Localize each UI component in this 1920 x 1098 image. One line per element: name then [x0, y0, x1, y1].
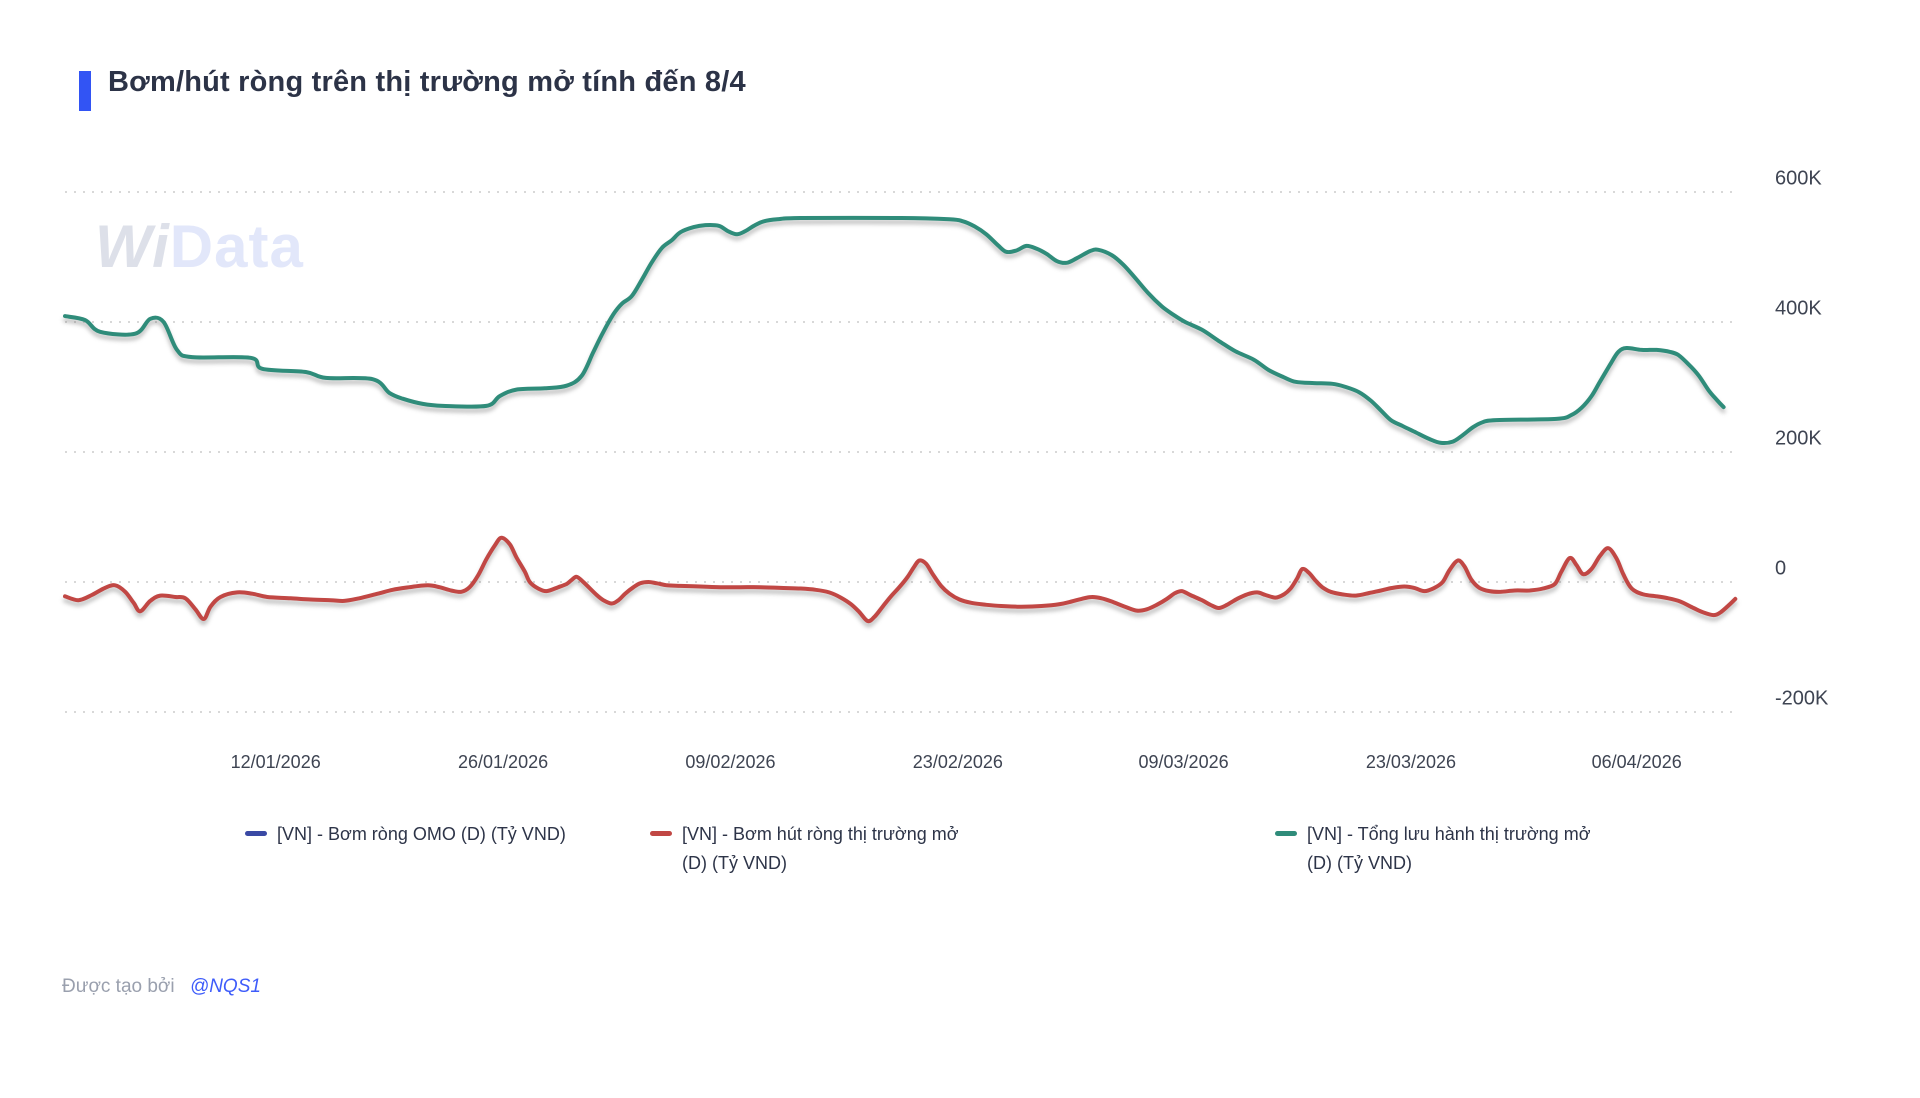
footer-credit: Được tạo bởi @NQS1: [62, 976, 261, 998]
x-tick-label-26/01/2026: 26/01/2026: [458, 752, 549, 772]
x-tick-label-12/01/2026: 12/01/2026: [230, 752, 321, 772]
watermark-part2: Data: [169, 213, 304, 280]
x-tick-label-09/03/2026: 09/03/2026: [1138, 752, 1229, 772]
y-tick-label-600K: 600K: [1775, 167, 1822, 190]
y-tick-label-400K: 400K: [1775, 297, 1822, 320]
legend-item-2[interactable]: [VN] - Tổng lưu hành thị trường mở (D) (…: [1275, 820, 1612, 878]
legend-item-1[interactable]: [VN] - Bơm hút ròng thị trường mở (D) (T…: [650, 820, 987, 878]
legend-label: [VN] - Bơm hút ròng thị trường mở (D) (T…: [682, 824, 959, 873]
legend-label: [VN] - Tổng lưu hành thị trường mở (D) (…: [1307, 824, 1591, 873]
legend-item-0[interactable]: [VN] - Bơm ròng OMO (D) (Tỷ VND): [245, 820, 566, 849]
x-tick-label-06/04/2026: 06/04/2026: [1591, 752, 1682, 772]
series-lines-layer: [63, 215, 1738, 624]
author-link[interactable]: @NQS1: [189, 976, 261, 997]
widata-watermark-logo: WiData: [95, 212, 304, 281]
page-title: Bơm/hút ròng trên thị trường mở tính đến…: [108, 66, 746, 98]
x-tick-label-23/03/2026: 23/03/2026: [1365, 752, 1456, 772]
x-tick-label-23/02/2026: 23/02/2026: [912, 752, 1003, 772]
chart-legend: [VN] - Bơm ròng OMO (D) (Tỷ VND) [VN] - B…: [0, 820, 1920, 900]
series-line-1: [63, 535, 1738, 624]
created-by-text: Được tạo bởi: [62, 976, 175, 997]
watermark-part1: Wi: [95, 213, 170, 280]
title-accent-bar: [79, 71, 91, 111]
y-tick-label-0: 0: [1775, 557, 1787, 580]
y-tick-label-200K: 200K: [1775, 427, 1822, 450]
legend-label: [VN] - Bơm ròng OMO (D) (Tỷ VND): [277, 824, 566, 844]
series-line-2: [63, 215, 1726, 446]
gridlines-layer: [65, 191, 1737, 713]
legend-swatch-icon: [1275, 831, 1297, 836]
x-tick-label-09/02/2026: 09/02/2026: [685, 752, 776, 772]
legend-swatch-icon: [245, 831, 267, 836]
y-tick-label--200K: -200K: [1775, 687, 1829, 710]
legend-swatch-icon: [650, 831, 672, 836]
